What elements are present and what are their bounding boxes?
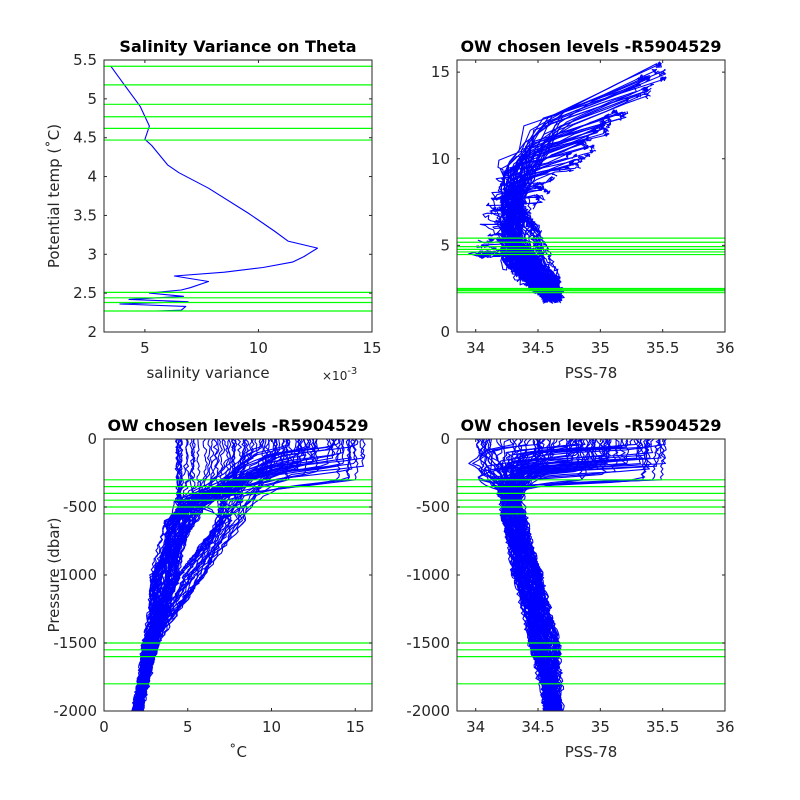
profile-line [136,439,184,711]
profile-line [506,439,553,711]
y-tick-label: 4.5 [73,129,97,147]
panel-3: 0 5 10 15 -2000 -1500 -1000 -500 0 OW chosen leve… [45,416,373,761]
axes-box [456,59,726,333]
chart-title: OW chosen levels -R5904529 [460,37,721,56]
profile-line [132,439,282,711]
x-tick-label: 34 [466,339,485,357]
x-tick-label: 35.5 [646,339,679,357]
x-tick-label: 34.5 [521,718,554,736]
y-tick-label: 5 [440,236,450,254]
axes-box [103,59,373,333]
y-tick-label: 0 [87,430,97,448]
plot-area [457,439,725,711]
y-axis-label: Potential temp (˚C) [45,124,63,268]
x-axis-exponent: ×10-3 [322,366,357,383]
x-tick-label: 35 [591,339,610,357]
x-tick-label: 10 [249,339,268,357]
y-tick-label: 0 [440,430,450,448]
x-tick-label: 0 [99,718,109,736]
x-tick-label: 5 [140,339,150,357]
y-tick-label: -500 [416,498,450,516]
profile-line [504,140,583,294]
profile-line [133,439,318,711]
profile-line [138,439,219,711]
y-tick-label: 15 [431,63,450,81]
plot-area [457,61,725,304]
x-axis-label: ˚C [229,743,247,761]
y-tick-label: -500 [63,498,97,516]
y-tick-label: -2000 [53,702,97,720]
profile-line [477,439,558,711]
x-tick-label: 35.5 [646,718,679,736]
x-tick-label: 35 [591,718,610,736]
y-tick-label: 10 [431,150,450,168]
x-tick-label: 34 [466,718,485,736]
profile-line [138,439,320,711]
y-tick-label: -2000 [406,702,450,720]
y-tick-label: -1000 [406,566,450,584]
x-tick-label: 10 [262,718,281,736]
panel-2: 34 34.5 35 35.5 36 0 5 10 15 OW chosen levels -R5… [431,37,735,382]
y-tick-label: 4 [87,168,97,186]
x-axis-label: PSS-78 [565,743,618,761]
variance-line [110,65,319,312]
profile-line [503,439,629,711]
profile-line [135,439,246,711]
panel-1: 5 10 15 2 2.5 3 3.5 4 4.5 5 5.5 Salinity Variance o… [45,37,382,383]
profile-line [503,111,629,302]
profile-line [501,439,551,711]
y-tick-label: 2 [87,323,97,341]
chart-title: OW chosen levels -R5904529 [460,416,721,435]
x-tick-label: 5 [183,718,193,736]
x-tick-label: 15 [346,718,365,736]
profile-line [505,439,597,711]
plot-area [104,65,372,312]
x-axis-label: PSS-78 [565,364,618,382]
y-tick-label: 3 [87,245,97,263]
x-axis-label: salinity variance [146,364,269,382]
y-tick-label: 3.5 [73,206,97,224]
profile-line [501,185,551,300]
chart-title: Salinity Variance on Theta [119,37,356,56]
y-tick-label: 5.5 [73,51,97,69]
x-tick-label: 15 [362,339,381,357]
y-tick-label: 5 [87,90,97,108]
profile-line [135,439,294,711]
y-tick-label: 0 [440,323,450,341]
profile-line [504,439,652,711]
plot-area [104,439,372,711]
profile-line [486,439,564,711]
chart-title: OW chosen levels -R5904529 [107,416,368,435]
y-tick-label: 2.5 [73,284,97,302]
x-tick-label: 36 [715,718,734,736]
x-tick-label: 34.5 [521,339,554,357]
y-tick-label: -1000 [53,566,97,584]
y-tick-label: -1500 [406,634,450,652]
y-axis-label: Pressure (dbar) [45,518,63,633]
panel-4: 34 34.5 35 35.5 36 -2000 -1500 -1000 -500 0 OW cho… [406,416,734,761]
x-tick-label: 36 [715,339,734,357]
y-tick-label: -1500 [53,634,97,652]
